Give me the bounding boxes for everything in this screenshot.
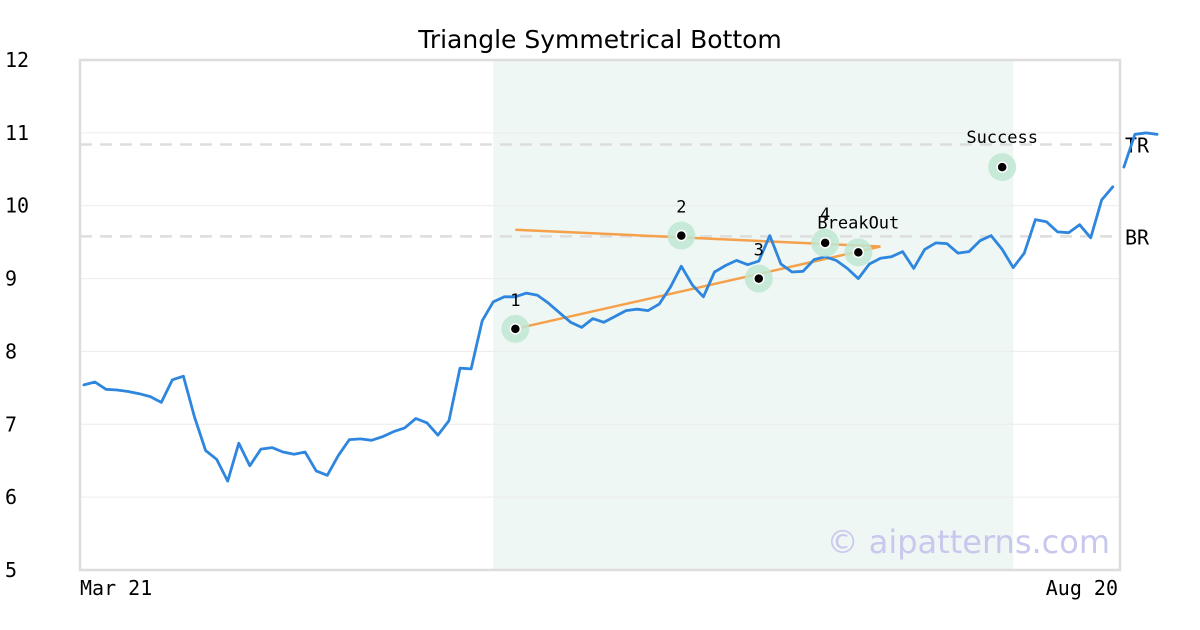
grid-lines [80, 132, 1120, 498]
pivot-dot-1 [509, 323, 522, 335]
price-line-1 [82, 185, 1115, 483]
y-tick-11: 11 [5, 121, 29, 145]
pivot-dot-3 [753, 272, 765, 285]
level-label-br: BR [1125, 225, 1150, 249]
y-tick-6: 6 [5, 485, 17, 509]
pivot-label-6: Success [966, 128, 1038, 148]
y-tick-10: 10 [5, 194, 29, 218]
pivot-label-5: BreakOut [817, 213, 899, 233]
pivot-dot-2 [675, 229, 688, 242]
plot-border [78, 58, 1122, 572]
pivot-label-1: 1 [510, 291, 520, 311]
pivot-dot-4 [819, 237, 831, 249]
y-tick-9: 9 [5, 267, 17, 291]
y-tick-12: 12 [5, 48, 29, 72]
pivot-label-2: 2 [676, 198, 686, 218]
y-tick-8: 8 [5, 339, 17, 363]
pivot-label-3: 3 [754, 241, 764, 261]
x-tick-end: Aug 20 [1046, 576, 1118, 600]
y-tick-7: 7 [5, 412, 17, 436]
price-line-2 [1122, 131, 1159, 169]
pivot-dot-5 [852, 246, 865, 259]
trend-line-2 [515, 245, 881, 331]
price-series [82, 131, 1159, 483]
pivot-label-4: 4 [820, 205, 830, 225]
watermark: © aipatterns.com [827, 523, 1110, 561]
x-tick-start: Mar 21 [80, 576, 152, 600]
chart-title: Triangle Symmetrical Bottom [417, 25, 782, 54]
plot-frame [78, 58, 1122, 572]
y-axis-ticks: 5 6 7 8 9 10 11 12 [5, 48, 29, 582]
y-tick-5: 5 [5, 558, 17, 582]
pivot-dot-6 [996, 161, 1008, 173]
